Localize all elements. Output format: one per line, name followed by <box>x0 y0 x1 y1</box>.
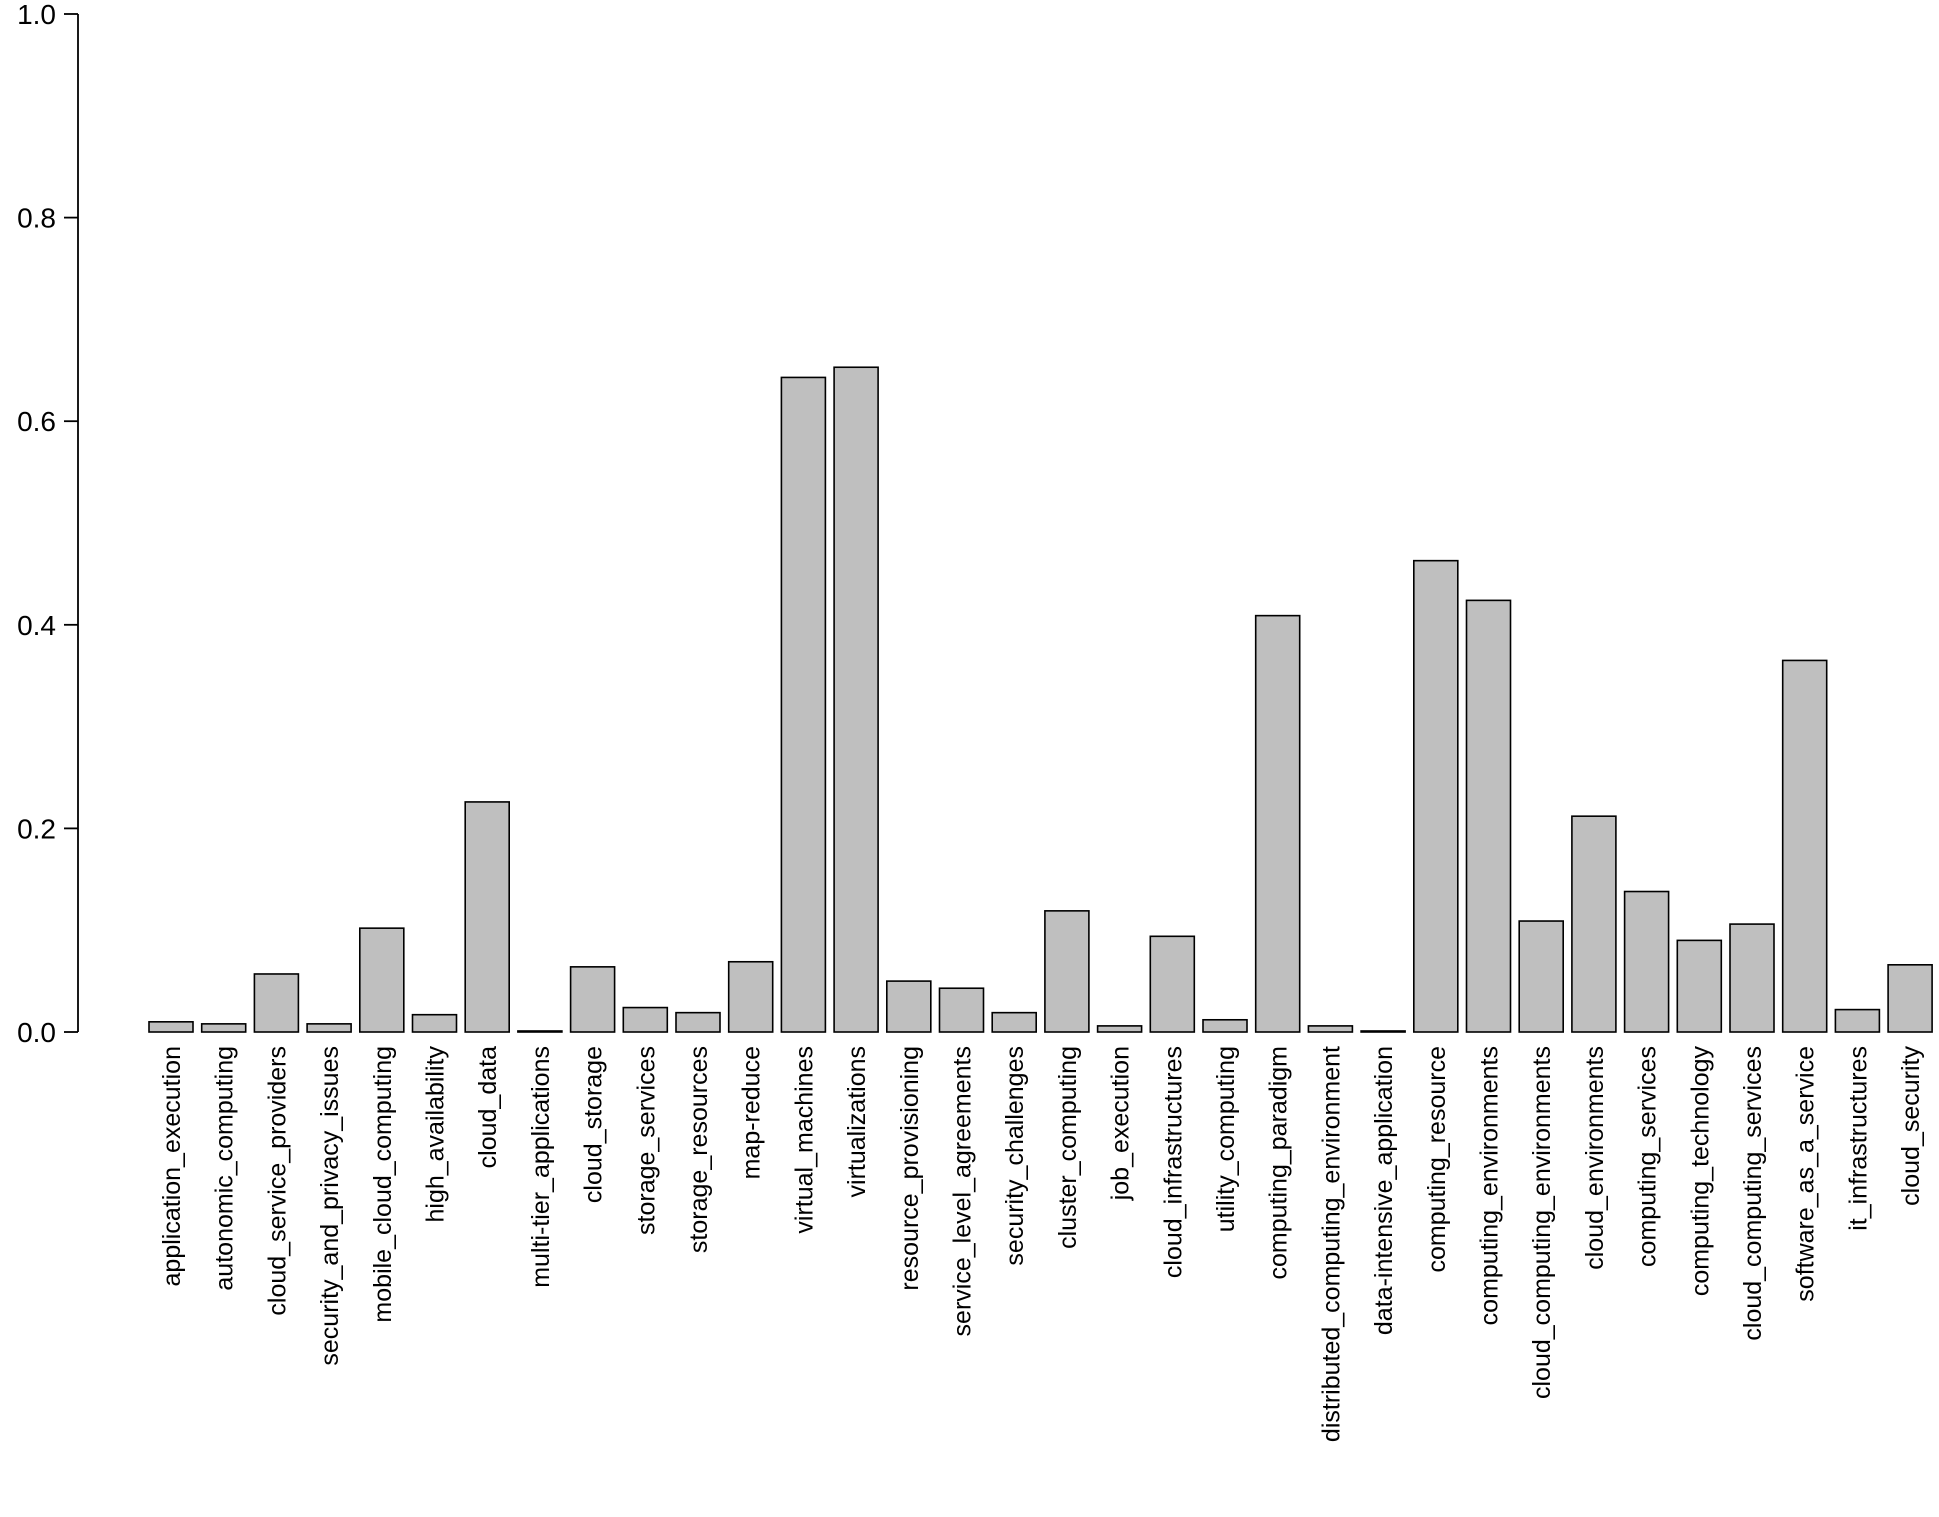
category-label: service_level_agreements <box>949 1046 977 1336</box>
bar <box>358 927 405 1033</box>
category-label: distributed_computing_environment <box>1317 1046 1345 1442</box>
bar <box>1623 890 1670 1033</box>
category-label: computing_environments <box>1476 1046 1504 1325</box>
category-label: data-intensive_application <box>1370 1046 1398 1335</box>
category-label: cloud_computing_environments <box>1528 1046 1556 1399</box>
category-label: virtualizations <box>843 1046 871 1197</box>
bar <box>253 973 300 1033</box>
bar <box>1676 939 1723 1033</box>
category-label: cluster_computing <box>1054 1046 1082 1249</box>
bar <box>1465 599 1512 1033</box>
category-label: multi-tier_applications <box>527 1046 555 1288</box>
category-label: cloud_infrastructures <box>1159 1046 1187 1278</box>
category-label: security_challenges <box>1001 1046 1029 1266</box>
category-label: software_as_a_service <box>1792 1046 1820 1302</box>
category-label: autonomic_computing <box>211 1046 239 1291</box>
category-label: mobile_cloud_computing <box>369 1046 397 1323</box>
category-label: storage_resources <box>685 1046 713 1253</box>
category-label: cloud_computing_services <box>1739 1046 1767 1341</box>
bar <box>1202 1018 1248 1033</box>
category-label: computing_paradigm <box>1265 1046 1293 1279</box>
category-label: application_execution <box>158 1046 186 1286</box>
bar <box>727 960 774 1033</box>
y-tick-label: 0.2 <box>17 813 56 844</box>
bar <box>1044 910 1090 1033</box>
bar <box>780 376 827 1033</box>
category-label: security_and_privacy_issues <box>316 1046 344 1366</box>
bar <box>885 980 932 1033</box>
category-label: computing_services <box>1634 1046 1662 1267</box>
category-labels: application_execution autonomic_computing… <box>158 1046 1925 1443</box>
category-label: utility_computing <box>1212 1046 1240 1232</box>
bars-group <box>148 366 1933 1033</box>
category-label: map-reduce <box>738 1046 766 1179</box>
category-label: computing_resource <box>1423 1046 1451 1273</box>
bar <box>306 1023 352 1033</box>
y-tick-label: 1.0 <box>17 0 56 30</box>
bar <box>464 801 511 1033</box>
bar <box>833 366 879 1033</box>
category-label: cloud_storage <box>580 1046 608 1203</box>
bar <box>411 1013 458 1033</box>
bar <box>569 966 616 1033</box>
category-label: high_availability <box>422 1046 450 1223</box>
category-label: computing_technology <box>1686 1046 1714 1297</box>
bar <box>1729 923 1775 1033</box>
bar <box>675 1011 721 1033</box>
category-label: storage_services <box>632 1046 660 1235</box>
y-tick-label: 0.6 <box>17 406 56 437</box>
bar <box>991 1011 1038 1033</box>
y-tick-label: 0.0 <box>17 1017 56 1048</box>
bar <box>1887 964 1933 1033</box>
y-tick-label: 0.4 <box>17 610 56 641</box>
category-label: job_execution <box>1107 1046 1135 1201</box>
category-label: cloud_security <box>1897 1046 1925 1206</box>
bar <box>1254 614 1301 1033</box>
bar <box>1360 1030 1406 1033</box>
bar <box>1781 659 1828 1033</box>
category-label: cloud_service_providers <box>263 1046 291 1316</box>
y-axis: 0.0 0.2 0.4 0.6 0.8 1.0 <box>17 0 79 1048</box>
category-label: it_infrastructures <box>1844 1046 1872 1231</box>
bar <box>1307 1025 1354 1033</box>
bar <box>1834 1008 1881 1033</box>
bar <box>1518 920 1564 1033</box>
bar <box>622 1006 669 1033</box>
category-label: resource_provisioning <box>896 1046 924 1291</box>
category-label: cloud_environments <box>1581 1046 1609 1270</box>
bar <box>517 1030 563 1033</box>
bar <box>1149 935 1196 1033</box>
bar <box>1413 559 1459 1033</box>
bar <box>200 1023 247 1033</box>
bar <box>148 1021 194 1033</box>
bar <box>1571 815 1617 1033</box>
bar <box>1096 1025 1143 1033</box>
category-label: cloud_data <box>474 1046 502 1168</box>
y-tick-label: 0.8 <box>17 203 56 234</box>
category-label: virtual_machines <box>790 1046 818 1234</box>
bar <box>938 987 985 1033</box>
